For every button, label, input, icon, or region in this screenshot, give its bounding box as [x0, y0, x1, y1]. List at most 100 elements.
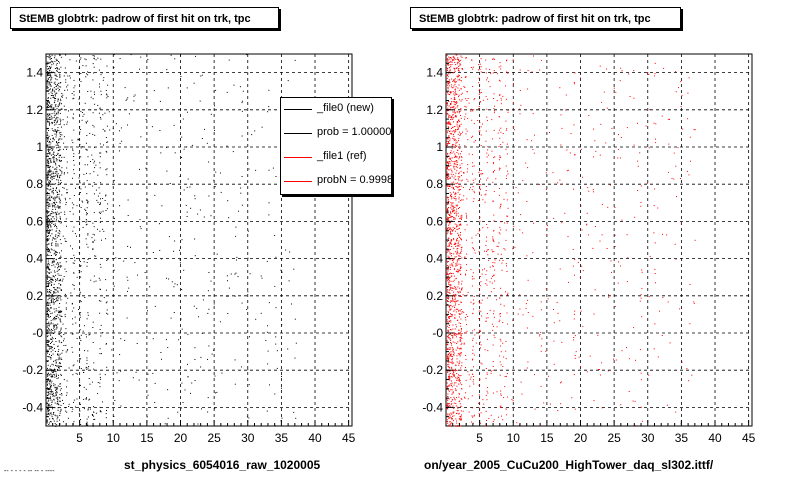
scatter-point	[499, 319, 501, 321]
scatter-point	[451, 263, 453, 265]
scatter-point	[207, 411, 209, 413]
scatter-point	[74, 85, 76, 87]
scatter-point	[86, 368, 88, 370]
scatter-point	[52, 323, 54, 325]
scatter-point	[246, 416, 248, 418]
scatter-point	[98, 277, 100, 279]
scatter-point	[449, 417, 451, 419]
scatter-point	[486, 284, 488, 286]
scatter-point	[635, 359, 636, 361]
scatter-point	[76, 276, 78, 278]
scatter-point	[473, 278, 475, 280]
scatter-point	[126, 98, 128, 100]
scatter-point	[451, 78, 453, 80]
scatter-point	[448, 376, 449, 378]
scatter-point	[55, 245, 57, 247]
scatter-point	[479, 329, 481, 331]
scatter-point	[54, 169, 56, 170]
scatter-point	[453, 351, 454, 353]
scatter-point	[499, 226, 501, 228]
scatter-point	[458, 269, 460, 271]
scatter-point	[166, 277, 167, 279]
scatter-point	[499, 94, 501, 96]
scatter-point	[67, 192, 68, 194]
scatter-point	[484, 194, 486, 196]
scatter-point	[53, 260, 55, 262]
scatter-point	[448, 101, 450, 102]
scatter-point	[453, 354, 455, 356]
scatter-point	[47, 115, 49, 117]
scatter-point	[174, 152, 176, 154]
scatter-point	[105, 302, 107, 304]
scatter-point	[459, 270, 461, 272]
scatter-point	[453, 374, 454, 376]
scatter-point	[93, 406, 94, 408]
scatter-point	[454, 179, 456, 181]
scatter-point	[50, 397, 51, 399]
scatter-point	[466, 324, 468, 325]
scatter-point	[649, 109, 651, 111]
scatter-point	[56, 401, 58, 403]
scatter-point	[59, 358, 61, 360]
scatter-point	[59, 287, 61, 289]
scatter-point	[51, 177, 53, 179]
scatter-point	[579, 77, 581, 79]
scatter-point	[56, 70, 58, 72]
scatter-point	[53, 218, 55, 220]
scatter-point	[79, 381, 81, 383]
scatter-point	[522, 232, 524, 234]
scatter-point	[453, 56, 455, 58]
scatter-point	[80, 156, 82, 158]
scatter-point	[87, 409, 89, 411]
scatter-point	[46, 225, 48, 227]
scatter-point	[47, 299, 49, 301]
scatter-point	[54, 423, 56, 425]
scatter-point	[60, 243, 62, 245]
scatter-point	[454, 94, 456, 96]
scatter-point	[54, 206, 56, 208]
scatter-point	[461, 257, 463, 259]
scatter-point	[50, 396, 52, 398]
scatter-point	[51, 134, 53, 136]
scatter-point	[574, 355, 576, 356]
scatter-point	[447, 113, 449, 115]
scatter-point	[446, 405, 448, 407]
scatter-point	[448, 85, 450, 87]
scatter-point	[458, 208, 459, 209]
scatter-point	[48, 272, 50, 274]
scatter-point	[68, 406, 70, 407]
scatter-points	[446, 54, 696, 427]
scatter-point	[461, 418, 462, 420]
scatter-point	[507, 294, 508, 296]
scatter-point	[47, 101, 49, 103]
scatter-point	[101, 72, 103, 74]
scatter-point	[49, 347, 51, 349]
scatter-point	[446, 203, 448, 205]
scatter-point	[113, 285, 115, 287]
scatter-point	[446, 404, 448, 406]
scatter-point	[634, 425, 636, 426]
y-tick-label: 1.4	[26, 66, 43, 80]
scatter-point	[87, 424, 89, 426]
scatter-point	[214, 129, 215, 131]
scatter-point	[559, 87, 561, 89]
scatter-point	[448, 250, 450, 252]
scatter-point	[457, 271, 459, 273]
scatter-point	[47, 268, 49, 270]
scatter-point	[500, 303, 502, 305]
scatter-point	[49, 189, 51, 191]
scatter-point	[457, 79, 459, 81]
scatter-point	[227, 200, 229, 202]
scatter-point	[462, 410, 464, 412]
scatter-point	[47, 148, 49, 150]
scatter-point	[61, 336, 63, 338]
scatter-point	[53, 327, 55, 329]
scatter-point	[50, 399, 52, 401]
scatter-point	[466, 130, 468, 132]
scatter-point	[52, 275, 54, 277]
scatter-point	[459, 63, 461, 65]
scatter-point	[181, 382, 183, 384]
scatter-point	[57, 365, 59, 367]
scatter-point	[456, 170, 458, 172]
scatter-point	[456, 205, 458, 207]
